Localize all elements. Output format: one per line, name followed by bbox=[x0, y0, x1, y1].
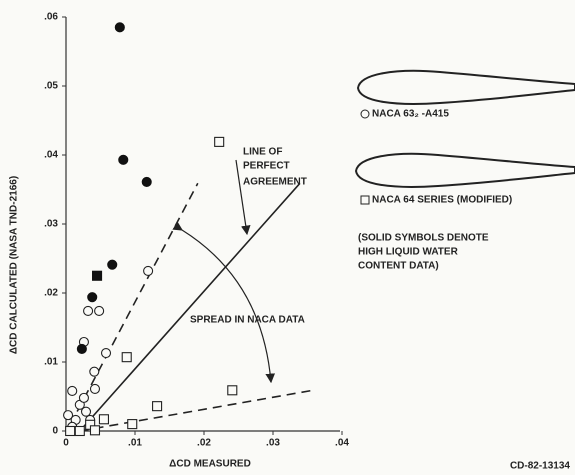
y-tick-label: .01 bbox=[44, 357, 58, 368]
point bbox=[142, 177, 151, 186]
x-tick-label: 0 bbox=[63, 438, 69, 449]
legend-label: NACA 64 SERIES (MODIFIED) bbox=[372, 195, 512, 206]
point bbox=[66, 427, 75, 436]
point bbox=[228, 386, 237, 395]
y-tick-label: .06 bbox=[44, 12, 58, 23]
point bbox=[108, 260, 117, 269]
y-tick-label: 0 bbox=[52, 426, 58, 437]
y-tick-label: .02 bbox=[44, 288, 58, 299]
annotation: (SOLID SYMBOLS DENOTE bbox=[358, 233, 489, 244]
point bbox=[77, 344, 86, 353]
chart: ΔCD CALCULATED (NASA TND-2166) ΔCD MEASU… bbox=[0, 0, 575, 475]
point bbox=[153, 402, 162, 411]
annotation: LINE OF bbox=[243, 147, 282, 158]
point bbox=[75, 427, 84, 436]
dashed-line bbox=[80, 390, 313, 431]
point bbox=[99, 415, 108, 424]
point bbox=[95, 306, 104, 315]
annotation: AGREEMENT bbox=[243, 177, 307, 188]
y-tick-label: .04 bbox=[44, 150, 58, 161]
x-axis-label: ΔCD MEASURED bbox=[169, 459, 251, 470]
x-tick-label: .03 bbox=[266, 438, 280, 449]
legend-symbol bbox=[361, 110, 369, 118]
point bbox=[79, 393, 88, 402]
point bbox=[90, 384, 99, 393]
point bbox=[90, 426, 99, 435]
point bbox=[88, 293, 97, 302]
airfoil-64 bbox=[356, 154, 575, 187]
spread-arrow bbox=[182, 230, 271, 382]
airfoil-63 bbox=[358, 71, 575, 104]
agreement-line bbox=[80, 183, 300, 431]
point bbox=[90, 367, 99, 376]
legend-label: NACA 63₂ -A415 bbox=[372, 109, 449, 120]
y-tick-label: .05 bbox=[44, 81, 58, 92]
y-tick-label: .03 bbox=[44, 219, 58, 230]
annotation: SPREAD IN NACA DATA bbox=[190, 315, 305, 326]
x-tick-label: .01 bbox=[128, 438, 142, 449]
point bbox=[144, 266, 153, 275]
annotation: PERFECT bbox=[243, 161, 290, 172]
x-tick-label: .04 bbox=[335, 438, 349, 449]
x-tick-label: .02 bbox=[197, 438, 211, 449]
point bbox=[215, 137, 224, 146]
point bbox=[102, 349, 111, 358]
annotation: HIGH LIQUID WATER bbox=[358, 247, 459, 258]
y-axis-label: ΔCD CALCULATED (NASA TND-2166) bbox=[9, 176, 20, 354]
point bbox=[82, 407, 91, 416]
annotation: CONTENT DATA) bbox=[358, 261, 439, 272]
point bbox=[122, 353, 131, 362]
legend-symbol bbox=[361, 196, 369, 204]
point bbox=[128, 420, 137, 429]
point bbox=[68, 386, 77, 395]
annotation: CD-82-13134 bbox=[510, 461, 570, 472]
point bbox=[115, 23, 124, 32]
point bbox=[93, 271, 102, 280]
dashed-line bbox=[70, 183, 198, 425]
point bbox=[84, 306, 93, 315]
point bbox=[119, 155, 128, 164]
